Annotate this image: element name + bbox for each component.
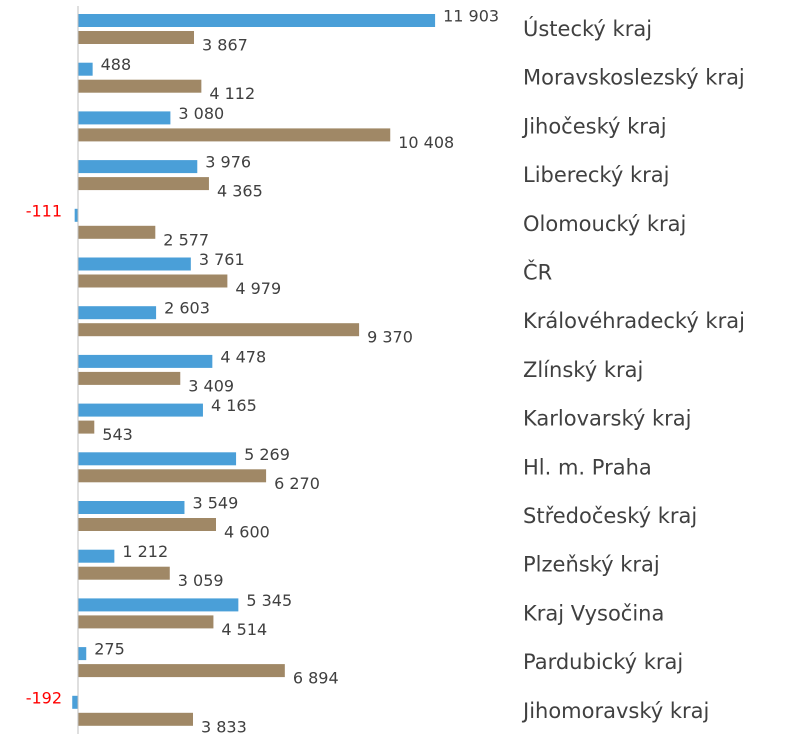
bar — [78, 31, 195, 44]
category-label: Karlovarský kraj — [523, 407, 691, 431]
bar — [78, 160, 198, 174]
value-label: 3 867 — [202, 36, 248, 55]
category-label: Hl. m. Praha — [523, 455, 652, 479]
value-label: 4 478 — [220, 347, 266, 366]
category-label: Liberecký kraj — [523, 163, 669, 187]
bar — [78, 354, 213, 368]
value-label: -192 — [26, 688, 62, 707]
bar — [78, 225, 156, 239]
bar — [78, 664, 285, 678]
value-label: 4 514 — [221, 620, 267, 639]
value-label: 2 577 — [163, 230, 209, 249]
bar — [78, 274, 228, 288]
bar — [78, 128, 391, 142]
value-label: 4 165 — [211, 396, 257, 415]
bar — [78, 111, 171, 125]
bar — [72, 695, 78, 709]
bar — [78, 257, 191, 271]
value-label: 3 976 — [205, 153, 251, 172]
value-label: -111 — [26, 201, 62, 220]
value-label: 4 112 — [209, 84, 255, 103]
value-label: 5 345 — [246, 591, 292, 610]
category-label: Královéhradecký kraj — [523, 309, 745, 333]
category-label: Jihomoravský kraj — [521, 699, 709, 723]
category-label: Středočeský kraj — [523, 504, 697, 528]
value-label: 3 409 — [188, 376, 234, 395]
bar — [78, 647, 87, 661]
value-label: 3 059 — [178, 571, 224, 590]
bar — [78, 62, 93, 76]
bar — [78, 501, 185, 514]
bar — [78, 566, 170, 580]
value-label: 4 365 — [217, 182, 263, 201]
value-label: 9 370 — [367, 328, 413, 347]
value-label: 3 833 — [201, 717, 247, 734]
value-label: 3 549 — [192, 494, 238, 513]
value-label: 3 761 — [199, 250, 245, 269]
bar — [78, 306, 157, 320]
value-label: 6 894 — [293, 669, 339, 688]
value-label: 2 603 — [164, 299, 210, 318]
bar — [78, 452, 237, 466]
bar — [78, 615, 214, 629]
bar — [74, 208, 78, 222]
value-label: 10 408 — [398, 133, 454, 152]
bar — [78, 403, 203, 417]
category-label: Olomoucký kraj — [523, 212, 686, 236]
category-label: Zlínský kraj — [523, 358, 643, 382]
bar — [78, 549, 115, 563]
value-label: 275 — [94, 640, 125, 659]
bar — [78, 712, 193, 726]
bar — [78, 371, 181, 385]
category-label: Pardubický kraj — [523, 650, 683, 674]
category-label: Moravskoslezský kraj — [523, 66, 745, 90]
value-label: 5 269 — [244, 445, 290, 464]
category-label: Kraj Vysočina — [523, 601, 664, 625]
bar — [78, 79, 202, 93]
category-label: ČR — [523, 260, 552, 285]
bar — [78, 420, 95, 434]
category-label: Jihočeský kraj — [521, 114, 667, 138]
bar — [78, 469, 267, 483]
value-label: 11 903 — [443, 7, 499, 26]
bar — [78, 598, 239, 612]
bar — [78, 323, 360, 337]
value-label: 4 600 — [224, 523, 270, 542]
value-label: 4 979 — [235, 279, 281, 298]
value-label: 543 — [102, 425, 133, 444]
bar — [78, 14, 436, 27]
value-label: 6 270 — [274, 474, 320, 493]
category-label: Ústecký kraj — [523, 16, 652, 41]
bar — [78, 518, 216, 531]
value-label: 1 212 — [122, 542, 168, 561]
bar — [78, 177, 209, 191]
value-label: 3 080 — [178, 104, 224, 123]
value-label: 488 — [101, 55, 132, 74]
category-label: Plzeňský kraj — [523, 553, 660, 577]
